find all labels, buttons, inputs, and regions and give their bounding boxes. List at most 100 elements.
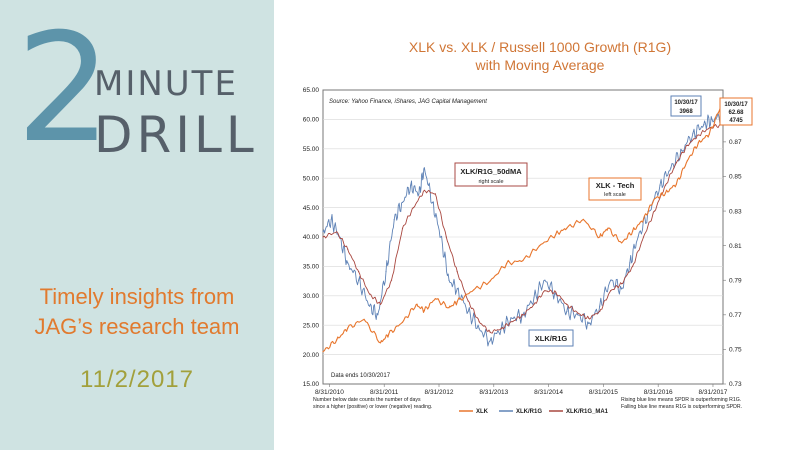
data-point-xlk [423,309,425,312]
xlk-label-box: XLK - Tech left scale [588,177,642,201]
data-point-xlk-r1g [377,314,379,316]
data-point-xlk-r1g [711,118,713,120]
data-point-xlk-r1g-ma1 [664,184,667,186]
data-point-xlk-r1g [385,271,387,273]
data-point-xlk-r1g-ma1 [686,144,688,146]
data-point-xlk-r1g-ma1 [347,248,349,250]
data-point-xlk-r1g [511,317,513,319]
data-point-xlk [555,233,557,235]
data-point-xlk-r1g-ma1 [621,283,623,285]
brand-word-drill: DRILL [94,106,258,164]
chart: 15.00 20.00 25.00 30.00 35.00 40.00 45.00 50.00… [303,87,753,415]
left-tick-label: 50.00 [303,175,320,182]
data-point-xlk [347,327,349,329]
x-tick-label: 8/31/2015 [589,389,618,396]
data-point-xlk-r1g [621,288,623,290]
x-tick-label: 8/31/2012 [425,389,454,396]
data-point-xlk [686,160,688,162]
brand-word-minute: MINUTE [94,64,238,104]
data-point-xlk-r1g [588,322,590,325]
data-point-xlk [653,198,656,200]
data-point-xlk-r1g-ma1 [588,317,590,319]
data-point-xlk-r1g [440,236,442,238]
data-point-xlk [322,351,324,353]
data-point-xlk-r1g-ma1 [632,265,634,267]
right-tick-label: 0.79 [729,277,742,284]
data-point-xlk [621,242,623,244]
data-point-xlk-r1g [401,201,404,203]
data-point-xlk-r1g [418,193,420,195]
data-point-xlk-r1g [467,310,469,312]
footnote-left-1: Number below date counts the number of d… [313,397,421,403]
data-point-xlk-r1g-ma1 [423,189,425,191]
left-tick-label: 35.00 [303,264,320,271]
x-tick-label: 8/31/2011 [370,389,399,396]
ratio-label-box: XLK/R1G [528,329,574,347]
left-tick-label: 45.00 [303,205,320,212]
x-axis: 8/31/2010 8/31/2011 8/31/2012 8/31/2013 8/31… [315,384,728,396]
ma-label: XLK/R1G_50dMA [460,167,522,176]
chart-subtitle: with Moving Average [475,57,605,73]
data-point-xlk [675,183,677,185]
data-point-xlk-r1g-ma1 [456,271,458,273]
value-box-xlk: 10/30/17 62.68 4745 [719,97,753,126]
x-tick-label: 8/31/2010 [315,389,344,396]
data-point-xlk [538,245,540,247]
data-point-xlk [632,230,634,232]
data-point-xlk-r1g [692,132,694,134]
data-point-xlk [697,142,699,144]
data-point-xlk-r1g-ma1 [500,328,502,330]
data-point-xlk-r1g-ma1 [566,303,568,305]
data-point-xlk [434,298,436,300]
legend: XLK XLK/R1G XLK/R1G_MA1 [459,409,609,415]
value-box1-date: 10/30/17 [674,100,698,106]
data-point-xlk-r1g [610,279,612,281]
left-tick-label: 55.00 [303,146,320,153]
data-point-xlk-r1g [637,236,639,238]
series-line-xlk-r1g [322,112,723,347]
data-point-xlk-r1g-ma1 [445,236,447,238]
left-tick-label: 60.00 [303,117,320,124]
data-point-xlk [506,262,508,265]
data-point-xlk [363,318,365,320]
publish-date: 11/2/2017 [80,366,194,393]
data-point-xlk [607,227,609,229]
data-point-xlk-r1g-ma1 [369,293,371,295]
right-axis: 0.730.750.770.790.810.830.850.870.89 [723,104,742,388]
data-point-xlk [708,133,710,135]
data-point-xlk [401,321,404,323]
source-note: Source: Yahoo Finance, iShares, JAG Capi… [329,99,487,105]
data-point-xlk-r1g [659,184,661,186]
value-box1-value: 3968 [679,109,693,115]
series-lines [322,103,723,353]
right-tick-label: 0.85 [729,174,742,181]
x-tick-label: 8/31/2014 [534,389,563,396]
value-box2-date: 10/30/17 [724,102,748,108]
data-point-xlk-r1g [533,296,535,299]
data-point-xlk-r1g-ma1 [555,291,557,293]
data-point-xlk-r1g-ma1 [544,290,546,292]
data-point-xlk-r1g [566,310,568,312]
data-point-xlk-r1g-ma1 [434,193,436,195]
ratio-label: XLK/R1G [535,334,568,343]
data-point-xlk-r1g-ma1 [322,236,324,238]
x-tick-label: 8/31/2013 [479,389,508,396]
data-point-xlk-r1g-ma1 [511,321,513,323]
data-point-xlk [599,236,601,238]
data-point-xlk-r1g-ma1 [489,331,491,333]
left-tick-label: 20.00 [303,352,320,359]
data-point-xlk-r1g-ma1 [379,303,382,305]
value-box2-price: 62.68 [728,110,744,116]
data-point-xlk-r1g-ma1 [653,210,656,212]
series-line-xlk [322,103,723,353]
data-point-xlk-r1g-ma1 [577,312,579,314]
footnote-left-2: since a higher (positive) or lower (nega… [313,404,432,410]
data-point-xlk [415,304,417,306]
data-point-xlk-r1g [629,262,631,264]
data-point-xlk [489,280,491,282]
right-tick-label: 0.83 [729,208,742,215]
xlk-label: XLK - Tech [596,181,635,190]
value-box-xlk-r1g: 10/30/17 3968 [670,95,702,117]
data-point-xlk-r1g-ma1 [599,310,601,312]
data-point-xlk-r1g-ma1 [522,314,524,316]
